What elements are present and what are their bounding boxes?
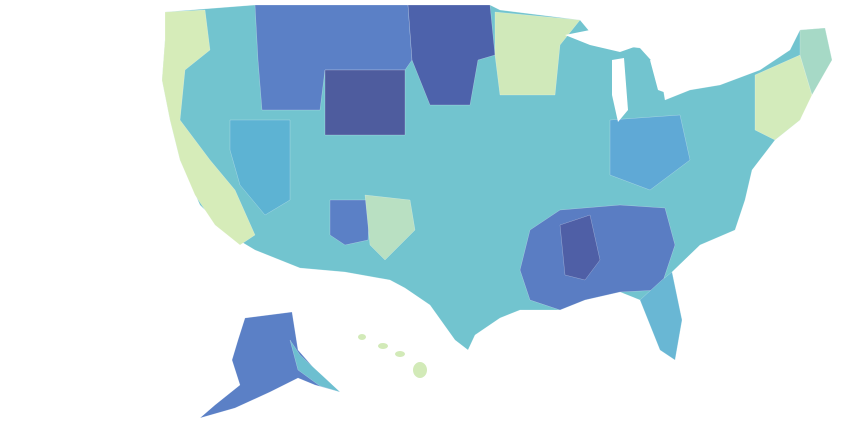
maine (799, 27, 833, 96)
dakotas (407, 4, 496, 106)
hawaii-island (395, 351, 405, 357)
upper-midwest (494, 11, 581, 96)
hawaii-island (378, 343, 388, 349)
wyoming (324, 69, 406, 136)
mississippi-delta (559, 214, 601, 281)
lake-michigan (612, 58, 628, 122)
lake-superior (565, 28, 640, 52)
lake-huron (650, 60, 675, 95)
central-light (364, 194, 416, 261)
alaska (199, 311, 341, 419)
pacific-coast (161, 9, 256, 246)
southwest-patch (329, 199, 371, 246)
alaska-southeast (289, 339, 341, 393)
hawaii-island (358, 334, 366, 340)
hawaii-island (413, 362, 427, 378)
great-basin (229, 119, 291, 216)
florida (639, 271, 683, 361)
ohio-valley (609, 114, 691, 191)
